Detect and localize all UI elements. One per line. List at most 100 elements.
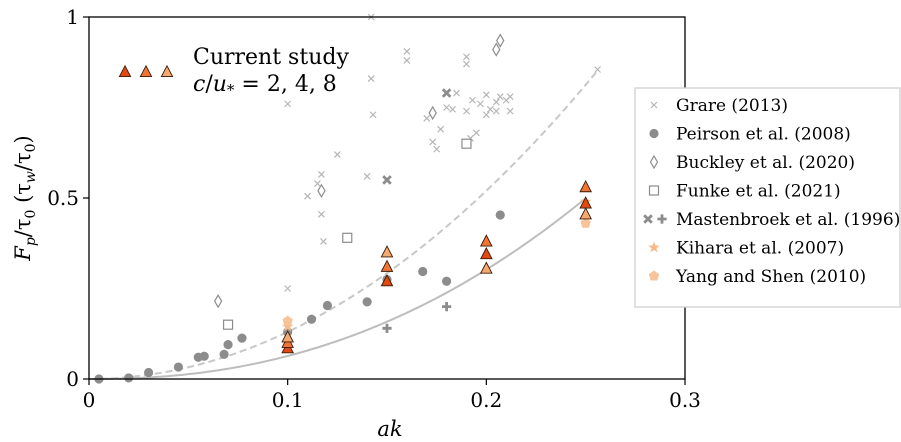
data-point bbox=[342, 232, 353, 243]
data-point bbox=[282, 315, 293, 326]
series-2 bbox=[213, 33, 505, 309]
x-axis-label: ak bbox=[377, 417, 402, 441]
data-point bbox=[479, 234, 493, 247]
data-point bbox=[333, 151, 341, 158]
legend-label: Yang and Shen (2010) bbox=[675, 267, 866, 287]
y-tick-label: 0.5 bbox=[47, 186, 79, 210]
fit-curve-solid bbox=[88, 197, 587, 380]
data-point bbox=[496, 93, 504, 101]
data-point bbox=[362, 297, 372, 307]
data-point bbox=[380, 274, 394, 287]
data-point bbox=[476, 100, 484, 108]
legend-entry: Kihara et al. (2007) bbox=[648, 239, 844, 259]
data-point bbox=[472, 129, 480, 137]
x-tick-label: 0.2 bbox=[470, 388, 502, 412]
legend-entry: Peirson et al. (2008) bbox=[649, 125, 851, 145]
data-point bbox=[492, 107, 500, 115]
data-point bbox=[441, 88, 452, 98]
annotation-title: Current study bbox=[193, 45, 349, 70]
data-point bbox=[486, 105, 494, 113]
current-study-annotation: Current study c/u* = 2, 4, 8 bbox=[118, 45, 349, 99]
data-point bbox=[380, 245, 394, 258]
data-points bbox=[94, 13, 602, 384]
data-point bbox=[463, 60, 470, 68]
data-point bbox=[320, 238, 327, 245]
data-point bbox=[437, 125, 445, 133]
legend-entry: Mastenbroek et al. (1996) bbox=[643, 210, 900, 230]
fit-curve-dashed bbox=[88, 69, 599, 380]
y-axis-label: Fp/τ0 (τw/τ0) bbox=[11, 135, 39, 261]
data-point bbox=[449, 105, 456, 113]
data-point bbox=[306, 314, 317, 324]
data-point bbox=[173, 362, 183, 372]
y-tick-label: 1 bbox=[66, 5, 79, 29]
series-0 bbox=[284, 13, 602, 292]
legend-marker bbox=[648, 241, 660, 253]
data-point bbox=[199, 351, 209, 361]
data-point bbox=[463, 107, 470, 115]
legend-label: Mastenbroek et al. (1996) bbox=[676, 210, 900, 230]
data-point bbox=[429, 138, 437, 146]
data-point bbox=[479, 246, 493, 260]
annotation-triangles bbox=[118, 64, 174, 78]
series-8 bbox=[281, 179, 593, 348]
legend-label: Buckley et al. (2020) bbox=[676, 153, 855, 173]
data-point bbox=[367, 75, 375, 82]
data-point bbox=[495, 210, 505, 220]
data-point bbox=[579, 179, 593, 193]
legend-entries: Grare (2013) Peirson et al. (2008) Buckley… bbox=[643, 96, 900, 287]
legend-entry: Buckley et al. (2020) bbox=[649, 153, 855, 173]
legend-marker bbox=[657, 214, 667, 224]
data-point bbox=[317, 183, 326, 198]
legend-marker bbox=[650, 101, 658, 109]
legend-box bbox=[634, 87, 901, 308]
data-point bbox=[433, 145, 441, 153]
fit-curves bbox=[88, 69, 599, 380]
x-tick-label: 0 bbox=[83, 388, 96, 412]
data-point bbox=[482, 111, 490, 119]
y-tick-label: 0 bbox=[66, 367, 79, 391]
legend-entry: Funke et al. (2021) bbox=[648, 182, 841, 202]
data-point bbox=[469, 96, 476, 104]
data-point bbox=[492, 98, 500, 106]
legend-marker bbox=[643, 214, 653, 224]
legend-marker bbox=[648, 270, 660, 281]
annotation-triangle bbox=[160, 64, 174, 78]
annotation-parameters: c/u* = 2, 4, 8 bbox=[193, 72, 337, 99]
series-3 bbox=[222, 138, 472, 330]
data-point bbox=[223, 340, 233, 350]
data-point bbox=[442, 302, 452, 312]
data-point bbox=[403, 57, 411, 64]
data-point bbox=[461, 138, 472, 149]
x-tick-label: 0.3 bbox=[669, 388, 701, 412]
data-point bbox=[322, 300, 332, 311]
data-point bbox=[318, 171, 325, 178]
data-point bbox=[284, 100, 292, 108]
data-point bbox=[453, 89, 460, 97]
data-point bbox=[496, 33, 505, 48]
legend-marker bbox=[648, 185, 660, 196]
data-point bbox=[281, 320, 294, 332]
data-point bbox=[318, 210, 325, 218]
data-point bbox=[594, 66, 602, 73]
data-point bbox=[219, 349, 229, 359]
series-7 bbox=[281, 196, 593, 354]
data-point bbox=[579, 207, 593, 220]
legend-entry: Yang and Shen (2010) bbox=[648, 267, 866, 287]
data-point bbox=[222, 319, 234, 330]
legend-label: Grare (2013) bbox=[676, 96, 788, 116]
data-point bbox=[492, 42, 501, 57]
legend-label: Kihara et al. (2007) bbox=[676, 239, 844, 259]
data-point bbox=[304, 192, 311, 200]
annotation-triangle bbox=[139, 64, 153, 78]
data-point bbox=[580, 217, 591, 228]
data-point bbox=[382, 323, 392, 333]
data-point bbox=[144, 367, 154, 378]
data-point bbox=[418, 266, 428, 277]
legend-label: Funke et al. (2021) bbox=[676, 182, 841, 202]
data-point bbox=[380, 259, 394, 272]
axis-ticks: 0 0.1 0.2 0.3 0 0.5 1 bbox=[47, 5, 701, 412]
x-tick-label: 0.1 bbox=[272, 388, 304, 412]
series-5 bbox=[281, 195, 592, 332]
